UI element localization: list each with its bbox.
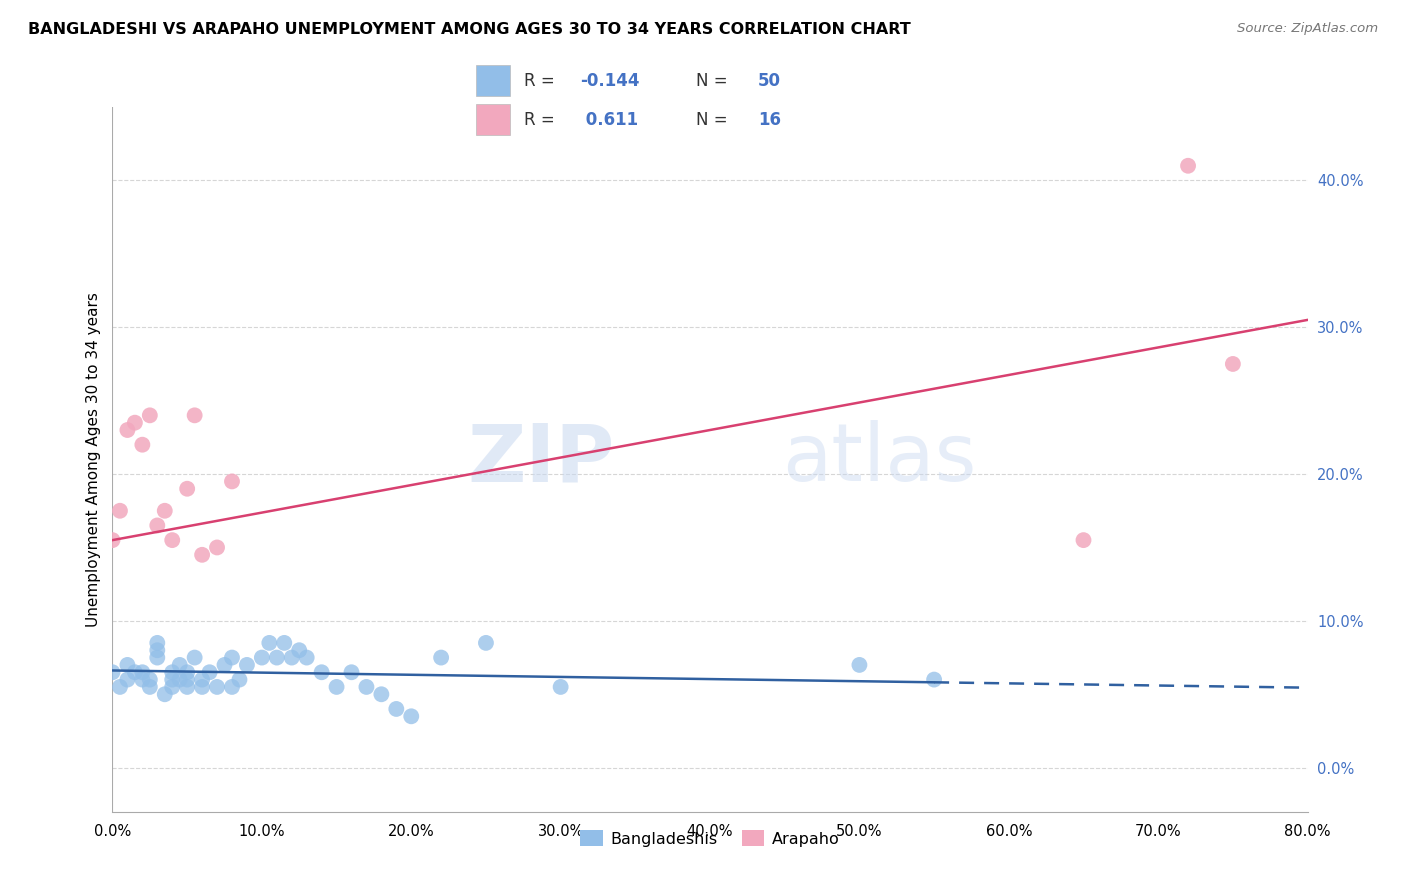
Point bbox=[162, 680, 183, 694]
Text: 0.611: 0.611 bbox=[581, 111, 638, 128]
FancyBboxPatch shape bbox=[475, 65, 510, 96]
Point bbox=[475, 636, 498, 650]
Point bbox=[340, 665, 363, 680]
Point bbox=[131, 665, 153, 680]
Point bbox=[108, 680, 131, 694]
Point bbox=[228, 673, 250, 687]
Point bbox=[139, 409, 162, 423]
Text: atlas: atlas bbox=[782, 420, 976, 499]
Text: R =: R = bbox=[524, 111, 560, 128]
Point bbox=[146, 636, 169, 650]
Point bbox=[124, 416, 146, 430]
Point bbox=[191, 673, 214, 687]
Point bbox=[153, 504, 176, 518]
Point bbox=[117, 423, 139, 437]
Point bbox=[1222, 357, 1244, 371]
Point bbox=[848, 657, 870, 672]
Point bbox=[162, 533, 183, 548]
Point bbox=[273, 636, 295, 650]
Point bbox=[176, 680, 198, 694]
Point bbox=[162, 673, 183, 687]
Point bbox=[205, 541, 228, 555]
Point bbox=[295, 650, 318, 665]
FancyBboxPatch shape bbox=[475, 104, 510, 135]
Point bbox=[1073, 533, 1095, 548]
Text: Source: ZipAtlas.com: Source: ZipAtlas.com bbox=[1237, 22, 1378, 36]
Point bbox=[214, 657, 236, 672]
Point bbox=[198, 665, 221, 680]
Point bbox=[146, 643, 169, 657]
Point bbox=[162, 665, 183, 680]
Point bbox=[311, 665, 333, 680]
Point bbox=[191, 548, 214, 562]
Point bbox=[117, 673, 139, 687]
Point bbox=[356, 680, 378, 694]
Point bbox=[169, 673, 191, 687]
Text: N =: N = bbox=[696, 111, 733, 128]
Text: R =: R = bbox=[524, 71, 560, 89]
Point bbox=[176, 673, 198, 687]
Point bbox=[221, 475, 243, 489]
Point bbox=[288, 643, 311, 657]
Text: BANGLADESHI VS ARAPAHO UNEMPLOYMENT AMONG AGES 30 TO 34 YEARS CORRELATION CHART: BANGLADESHI VS ARAPAHO UNEMPLOYMENT AMON… bbox=[28, 22, 911, 37]
Text: 16: 16 bbox=[758, 111, 780, 128]
Point bbox=[108, 504, 131, 518]
Point bbox=[236, 657, 259, 672]
Point bbox=[169, 657, 191, 672]
Point bbox=[221, 650, 243, 665]
Point bbox=[281, 650, 304, 665]
Point bbox=[139, 673, 162, 687]
Point bbox=[922, 673, 945, 687]
Point bbox=[124, 665, 146, 680]
Point bbox=[250, 650, 273, 665]
Point bbox=[191, 680, 214, 694]
Y-axis label: Unemployment Among Ages 30 to 34 years: Unemployment Among Ages 30 to 34 years bbox=[86, 292, 101, 627]
Point bbox=[259, 636, 281, 650]
Text: -0.144: -0.144 bbox=[581, 71, 640, 89]
Point bbox=[117, 657, 139, 672]
Point bbox=[146, 518, 169, 533]
Point bbox=[131, 673, 153, 687]
Text: N =: N = bbox=[696, 71, 733, 89]
Point bbox=[153, 687, 176, 701]
Point bbox=[1177, 159, 1199, 173]
Point bbox=[146, 650, 169, 665]
Point bbox=[221, 680, 243, 694]
Point bbox=[205, 680, 228, 694]
Point bbox=[401, 709, 423, 723]
Point bbox=[139, 680, 162, 694]
Point bbox=[183, 409, 205, 423]
Point bbox=[131, 438, 153, 452]
Point bbox=[430, 650, 453, 665]
Point bbox=[370, 687, 392, 701]
Point bbox=[101, 533, 124, 548]
Text: ZIP: ZIP bbox=[467, 420, 614, 499]
Point bbox=[550, 680, 572, 694]
Point bbox=[101, 665, 124, 680]
Point bbox=[176, 482, 198, 496]
Point bbox=[176, 665, 198, 680]
Point bbox=[266, 650, 288, 665]
Point bbox=[325, 680, 347, 694]
Legend: Bangladeshis, Arapaho: Bangladeshis, Arapaho bbox=[574, 823, 846, 853]
Point bbox=[385, 702, 408, 716]
Point bbox=[183, 650, 205, 665]
Text: 50: 50 bbox=[758, 71, 780, 89]
